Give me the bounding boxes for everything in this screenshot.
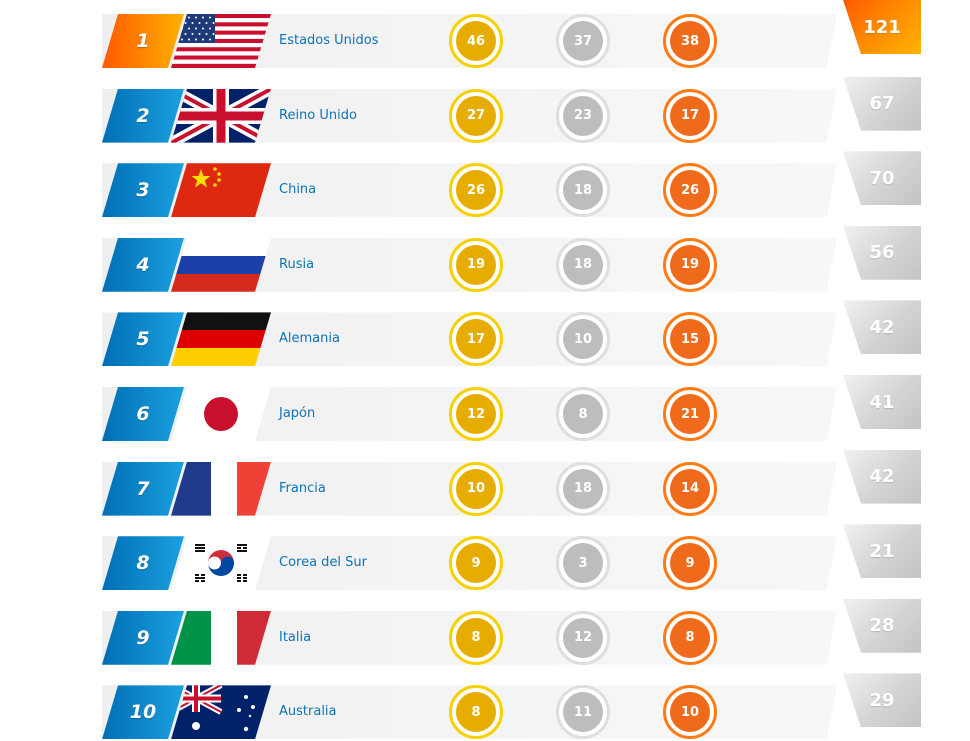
country-name[interactable]: Estados Unidos (279, 33, 379, 48)
total-medal-count: 56 (843, 225, 921, 280)
uk-flag (171, 89, 271, 143)
bronze-medal-count: 9 (663, 536, 717, 591)
total-medal-count: 21 (843, 524, 921, 579)
gold-medal-count: 46 (449, 14, 503, 68)
silver-medal-count: 37 (556, 14, 610, 68)
total-medal-count: 67 (843, 76, 921, 131)
gold-medal-count: 12 (449, 387, 503, 441)
australia-flag (171, 685, 271, 739)
country-name[interactable]: Italia (279, 629, 312, 645)
bronze-medal-count: 19 (663, 237, 717, 292)
medal-row-4[interactable]: 4 Rusia 19 18 19 56 (0, 225, 970, 294)
total-medal-count: 70 (843, 151, 921, 206)
medal-row-8[interactable]: 8 Corea del Sur 9 3 9 21 (0, 524, 970, 592)
silver-medal-count: 8 (556, 387, 610, 441)
bronze-medal-count: 14 (663, 461, 717, 516)
country-name[interactable]: Alemania (279, 331, 340, 347)
gold-medal-count: 10 (449, 461, 503, 516)
silver-medal-count: 11 (556, 685, 610, 740)
bronze-medal-count: 15 (663, 312, 717, 367)
total-medal-count: 42 (843, 300, 921, 355)
silver-medal-count: 3 (556, 536, 610, 591)
medal-row-7[interactable]: 7 Francia 10 18 14 42 (0, 449, 970, 518)
gold-medal-count: 27 (449, 88, 503, 143)
gold-medal-count: 8 (449, 610, 503, 665)
russia-flag (171, 238, 271, 292)
total-medal-count: 28 (843, 598, 921, 653)
usa-flag (171, 14, 271, 68)
china-flag (171, 163, 271, 217)
bronze-medal-count: 8 (663, 610, 717, 665)
bronze-medal-count: 17 (663, 88, 717, 143)
rank-badge: 1 (102, 14, 184, 68)
rank-badge: 3 (102, 163, 184, 217)
bronze-medal-count: 21 (663, 387, 717, 441)
silver-medal-count: 18 (556, 163, 610, 218)
rank-badge: 2 (102, 89, 184, 143)
silver-medal-count: 10 (556, 312, 610, 367)
medal-row-6[interactable]: 6 Japón 12 8 21 41 (0, 375, 970, 443)
rank-badge: 4 (102, 238, 184, 292)
total-medal-count: 41 (843, 375, 921, 429)
gold-medal-count: 8 (449, 685, 503, 740)
gold-medal-count: 9 (449, 536, 503, 591)
total-medal-count: 42 (843, 449, 921, 504)
gold-medal-count: 26 (449, 163, 503, 218)
medal-row-5[interactable]: 5 Alemania 17 10 15 42 (0, 300, 970, 368)
silver-medal-count: 18 (556, 237, 610, 292)
gold-medal-count: 17 (449, 312, 503, 367)
total-medal-count: 29 (843, 673, 921, 728)
total-medal-count: 121 (843, 0, 921, 54)
medal-row-1[interactable]: 1 Estados Unidos 46 37 38 121 (0, 0, 970, 70)
rank-badge: 5 (102, 312, 184, 366)
gold-medal-count: 19 (449, 237, 503, 292)
medal-row-3[interactable]: 3 China 26 18 26 70 (0, 151, 970, 219)
rank-badge: 6 (102, 387, 184, 441)
germany-flag (171, 312, 271, 366)
medal-row-10[interactable]: 10 Australia 8 11 10 29 (0, 673, 970, 741)
rank-badge: 9 (102, 611, 184, 665)
bronze-medal-count: 26 (663, 163, 717, 218)
japan-flag (171, 387, 271, 441)
rank-badge: 8 (102, 536, 184, 590)
medal-row-9[interactable]: 9 Italia 8 12 8 28 (0, 598, 970, 667)
country-name[interactable]: Reino Unido (279, 107, 357, 123)
bronze-medal-count: 10 (663, 685, 717, 740)
country-name[interactable]: China (279, 182, 317, 198)
country-name[interactable]: Francia (279, 480, 326, 496)
bronze-medal-count: 38 (663, 14, 717, 68)
country-name[interactable]: Rusia (279, 256, 315, 272)
france-flag (171, 462, 271, 516)
rank-badge: 10 (102, 685, 184, 739)
italy-flag (171, 611, 271, 665)
rank-badge: 7 (102, 462, 184, 516)
silver-medal-count: 18 (556, 461, 610, 516)
medal-row-2[interactable]: 2 Reino Unido 27 23 17 67 (0, 76, 970, 145)
country-name[interactable]: Corea del Sur (279, 555, 368, 571)
silver-medal-count: 12 (556, 610, 610, 665)
south-korea-flag (171, 536, 271, 590)
country-name[interactable]: Australia (279, 704, 337, 720)
country-name[interactable]: Japón (279, 406, 316, 421)
silver-medal-count: 23 (556, 88, 610, 143)
